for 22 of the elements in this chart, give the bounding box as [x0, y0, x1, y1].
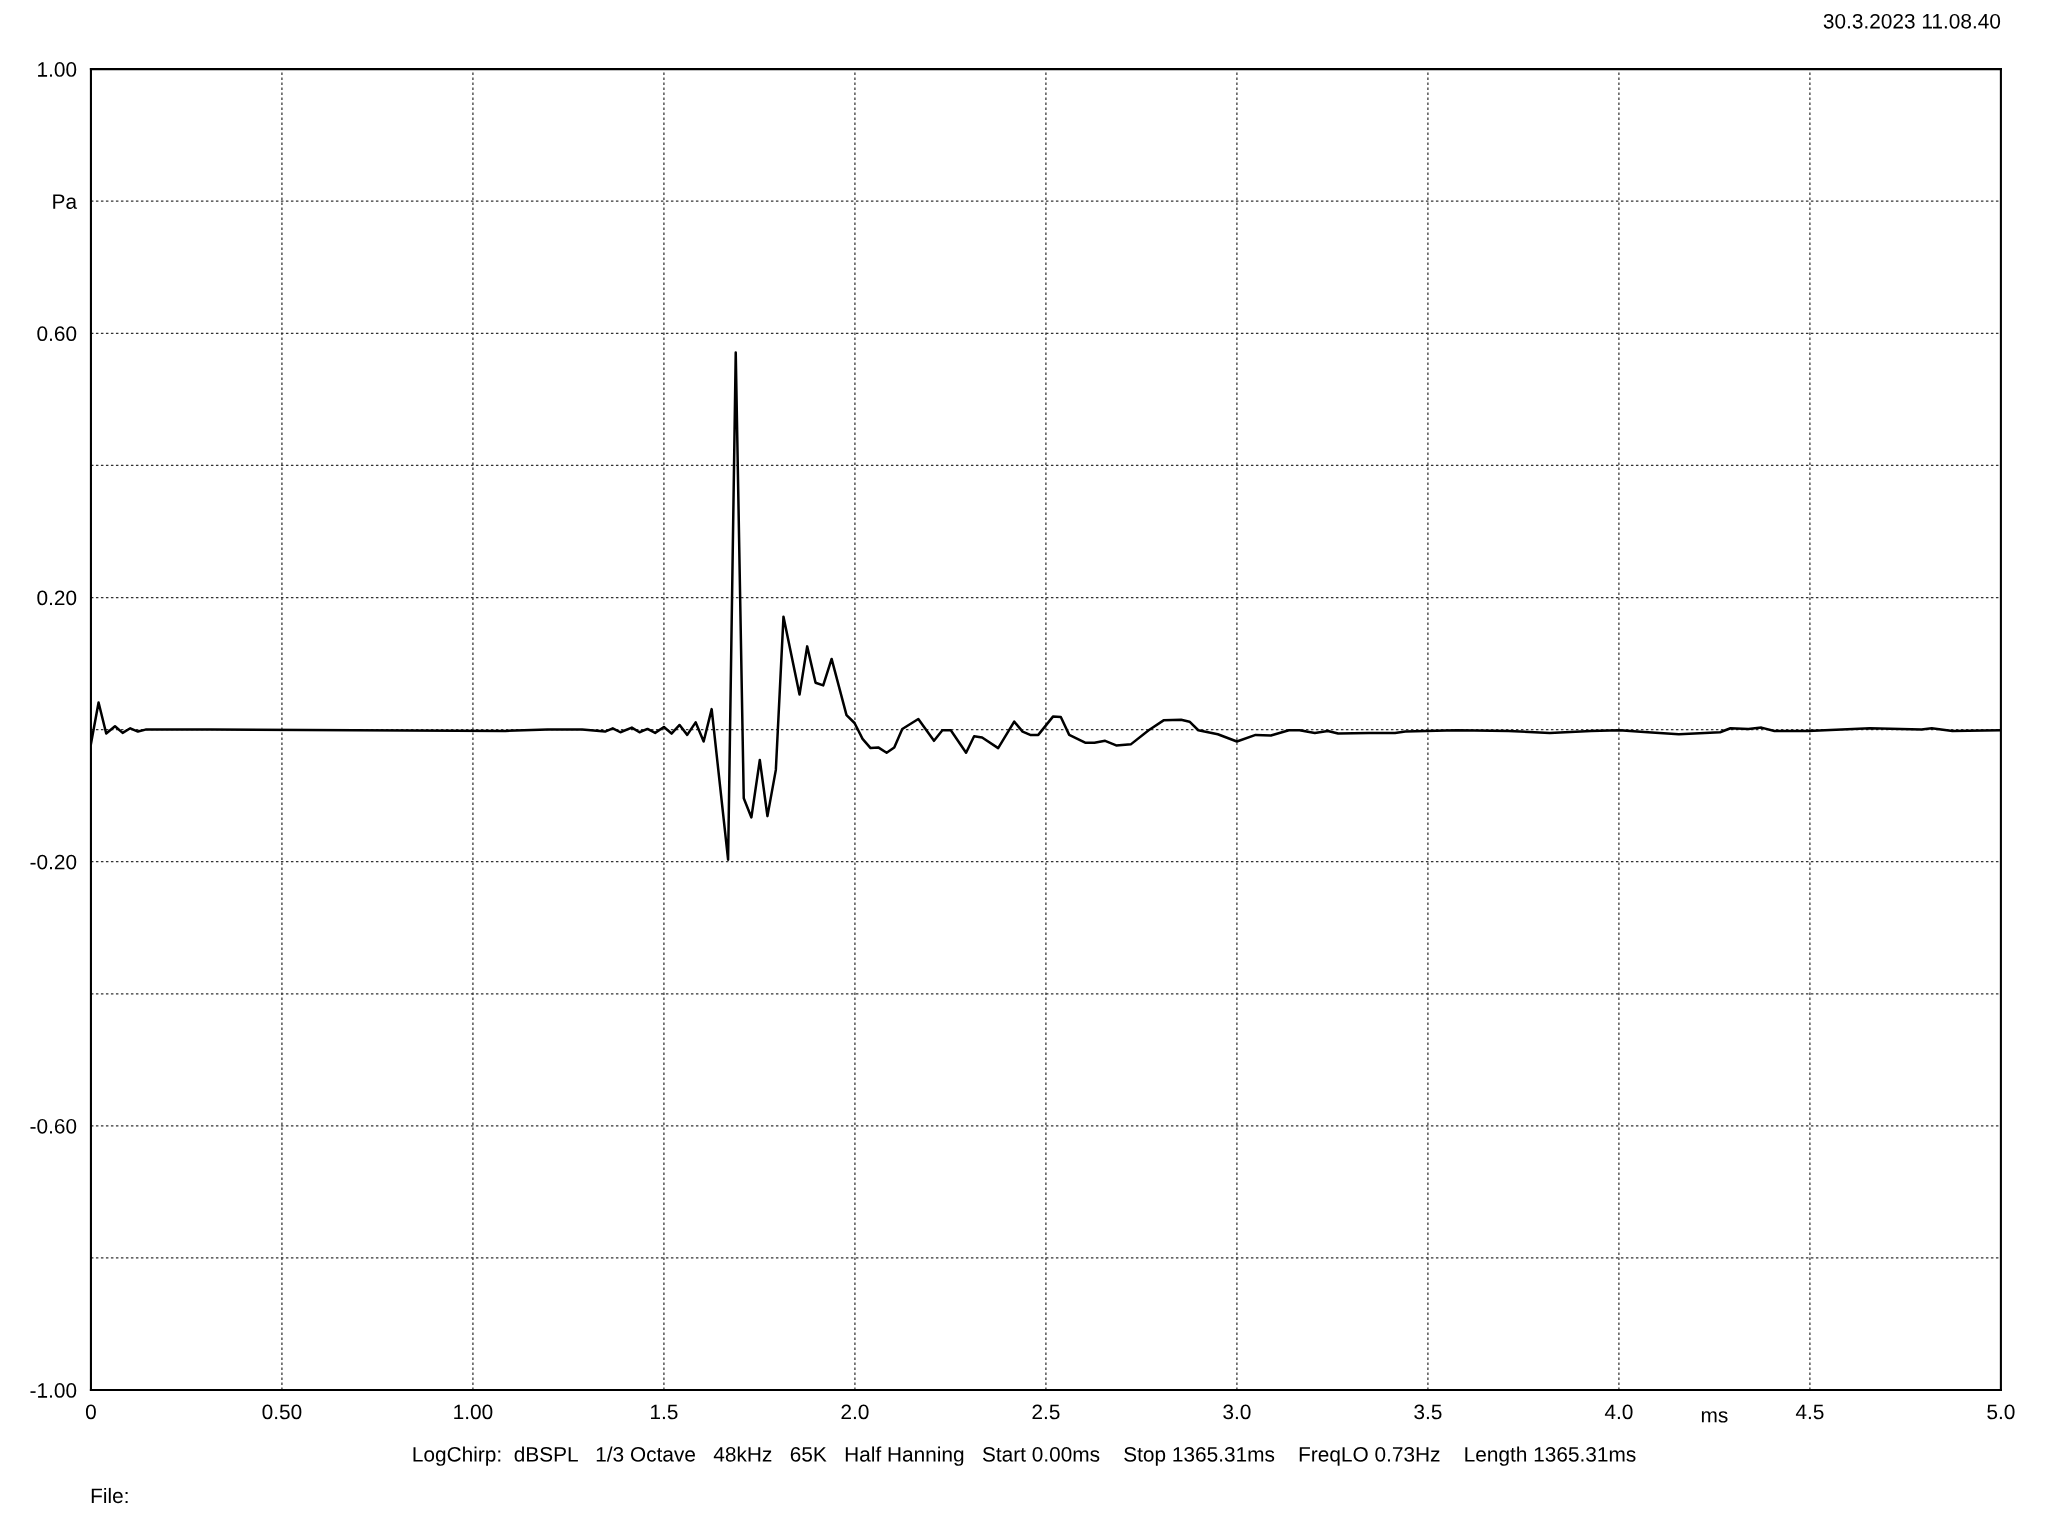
- text: 30.3.2023 11.08.40: [1823, 13, 2001, 29]
- y-tick-label: -1.00: [30, 1383, 77, 1398]
- y-tick-label: 0.60: [37, 326, 77, 342]
- x-tick-label: 3.5: [1414, 1404, 1442, 1420]
- x-tick-label: 3.0: [1223, 1404, 1251, 1420]
- x-tick-label: 0.50: [262, 1404, 302, 1420]
- text: LogChirp: dBSPL 1/3 Octave 48kHz 65K Half Hanning Start 0.00ms Stop 1365.31ms FreqLO 0.73Hz Length 1365.31ms: [413, 1446, 1636, 1466]
- y-tick-label: -0.20: [30, 854, 77, 870]
- y-tick-label: 0.20: [37, 590, 77, 606]
- x-tick-label: 1.5: [651, 1404, 678, 1420]
- y-tick-label: 1.00: [38, 62, 77, 77]
- x-tick-label: 0: [85, 1404, 96, 1420]
- x-tick-label: 4.0: [1604, 1404, 1633, 1420]
- x-tick-label: 4.5: [1795, 1404, 1824, 1420]
- x-tick-label: 2.5: [1032, 1404, 1060, 1420]
- x-axis-title: ms: [1701, 1411, 1728, 1423]
- x-tick-label: 1.00: [454, 1404, 493, 1420]
- x-tick-label: 2.0: [841, 1404, 869, 1420]
- y-tick-label: -0.60: [30, 1118, 77, 1134]
- x-tick-label: 5.0: [1987, 1404, 2015, 1420]
- text: File:: [91, 1487, 128, 1504]
- y-tick-label: Pa: [53, 194, 78, 209]
